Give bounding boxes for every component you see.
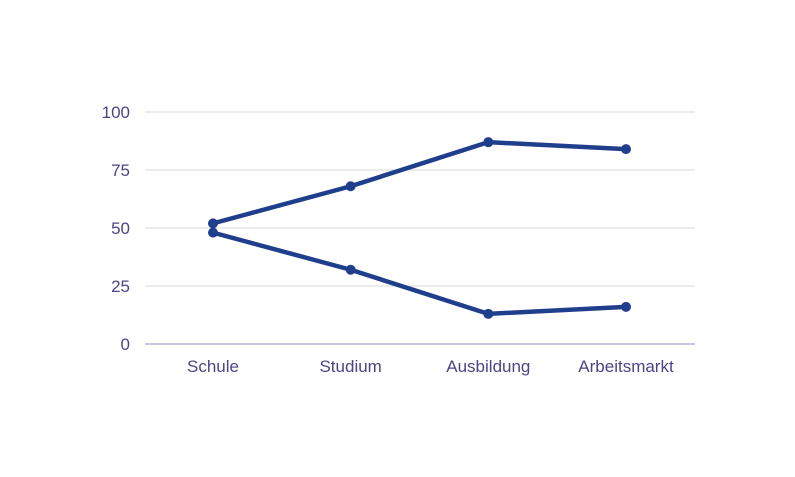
y-axis-tick-labels: 0 25 50 75 100 — [102, 103, 130, 354]
data-point — [483, 308, 494, 319]
series-line-2 — [210, 230, 629, 317]
y-tick-label: 0 — [121, 335, 130, 354]
series-line-1 — [210, 139, 629, 226]
data-point — [345, 264, 356, 275]
x-tick-label: Ausbildung — [446, 357, 530, 376]
series-2 — [208, 227, 631, 319]
data-point — [345, 181, 356, 192]
data-point — [483, 137, 494, 148]
gridlines — [145, 111, 695, 345]
x-tick-label: Arbeitsmarkt — [578, 357, 674, 376]
y-tick-label: 50 — [111, 219, 130, 238]
x-tick-label: Schule — [187, 357, 239, 376]
data-point — [621, 144, 631, 155]
data-point — [621, 301, 631, 312]
y-tick-label: 25 — [111, 277, 130, 296]
y-tick-label: 100 — [102, 103, 130, 122]
series-1 — [208, 137, 631, 229]
x-tick-label: Studium — [319, 357, 381, 376]
x-axis-tick-labels: Schule Studium Ausbildung Arbeitsmarkt — [187, 357, 674, 376]
data-point — [208, 218, 218, 229]
series-lines — [208, 137, 631, 319]
data-point — [208, 227, 218, 238]
y-tick-label: 75 — [111, 161, 130, 180]
